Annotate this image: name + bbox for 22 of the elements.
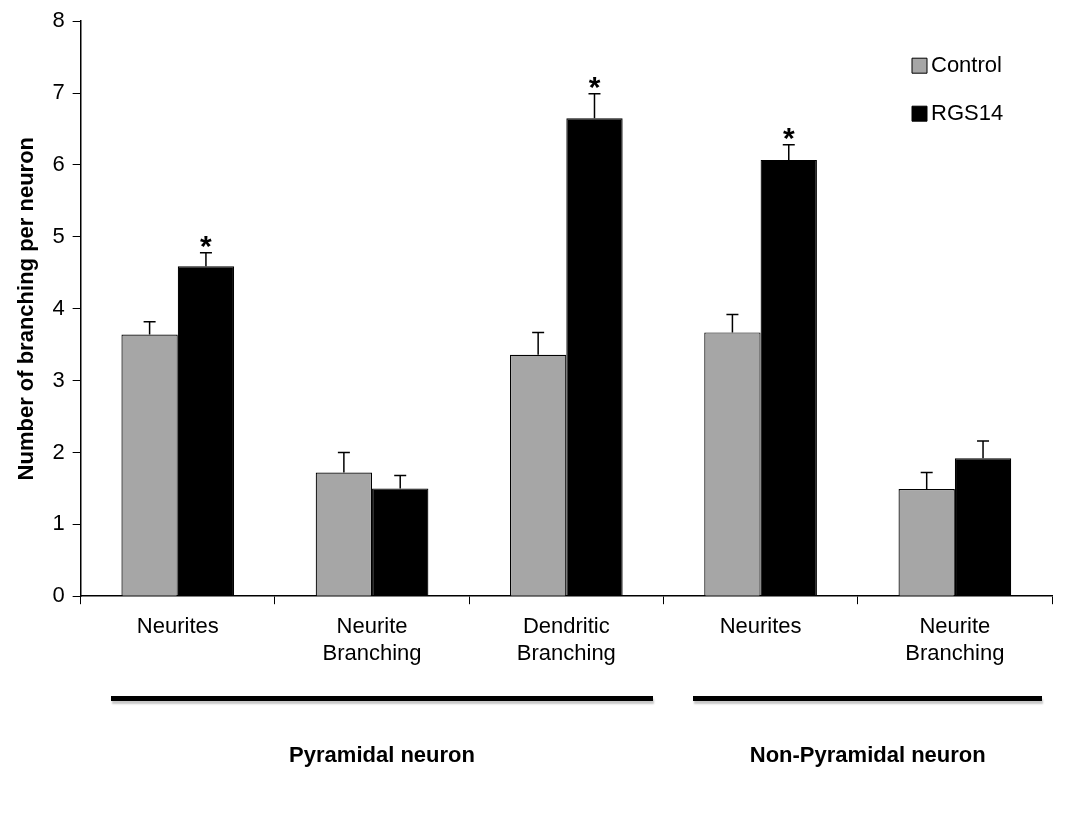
x-tick-label: Neurite Branching (905, 613, 1005, 665)
y-tick-label: 2 (52, 438, 65, 464)
text: Non-Pyramidal neuron (749, 742, 986, 768)
y-tick-label: 3 (52, 366, 65, 392)
data-label: * (782, 120, 795, 154)
y-axis-title: Number of branching per neuron (13, 136, 39, 481)
text: Pyramidal neuron (289, 742, 475, 768)
y-tick-label: 0 (52, 582, 65, 608)
legend-label: RGS14 (931, 100, 1004, 126)
y-tick-label: 6 (52, 151, 65, 177)
x-tick-label: Neurites (719, 613, 802, 639)
legend-label: Control (931, 52, 1002, 78)
y-tick-label: 1 (52, 510, 65, 536)
y-tick-label: 4 (52, 294, 65, 320)
data-label: * (200, 228, 213, 262)
x-tick-label: Neurite Branching (322, 613, 422, 665)
data-label: * (588, 69, 601, 103)
y-tick-label: 7 (52, 79, 65, 105)
x-tick-label: Dendritic Branching (516, 613, 616, 665)
x-tick-label: Neurites (136, 613, 219, 639)
y-tick-label: 5 (52, 222, 65, 248)
y-tick-label: 8 (52, 7, 65, 33)
